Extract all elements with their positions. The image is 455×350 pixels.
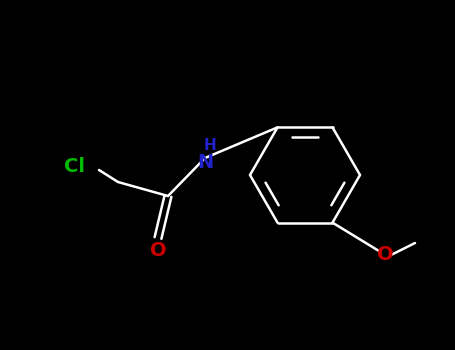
Text: Cl: Cl	[64, 158, 85, 176]
Text: N: N	[197, 153, 213, 172]
Text: H: H	[204, 138, 217, 153]
Text: O: O	[377, 245, 393, 265]
Text: O: O	[150, 240, 167, 259]
